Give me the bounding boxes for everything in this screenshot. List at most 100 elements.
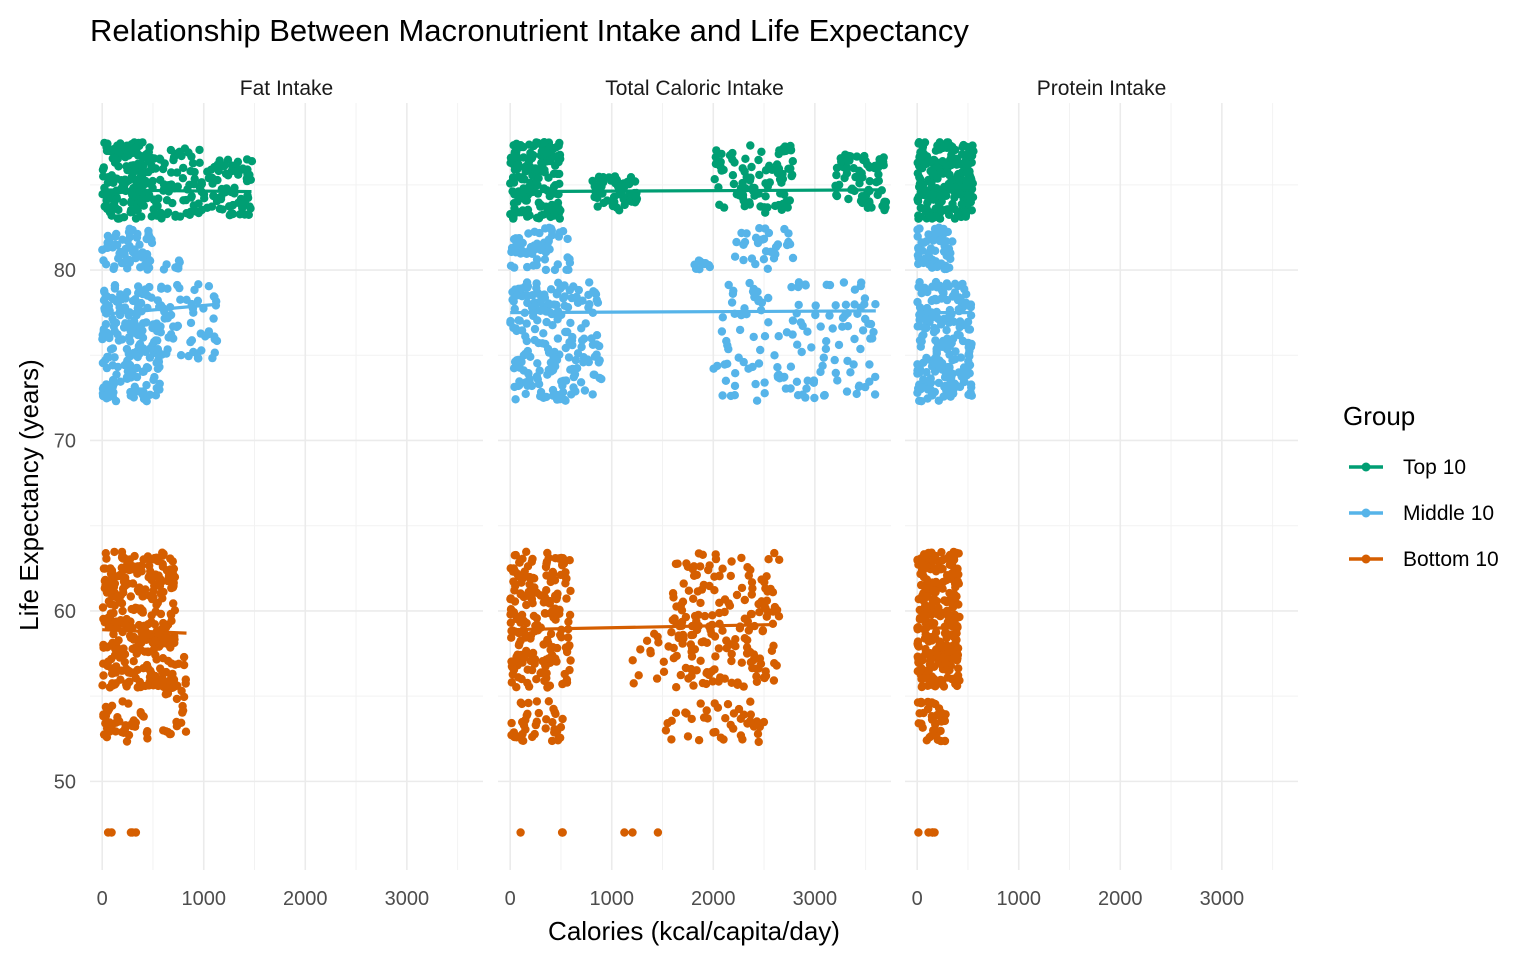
- series-group: [913, 223, 976, 406]
- data-point: [125, 258, 134, 267]
- data-point: [830, 355, 839, 365]
- data-point: [938, 564, 947, 573]
- data-point: [682, 709, 691, 718]
- data-point: [542, 586, 551, 595]
- data-point: [937, 207, 946, 216]
- data-point: [722, 336, 731, 346]
- data-point: [786, 362, 796, 371]
- data-point: [613, 182, 623, 191]
- data-point: [857, 169, 866, 178]
- series-group: [98, 547, 191, 837]
- data-point: [955, 323, 964, 332]
- data-point: [671, 559, 681, 569]
- data-point: [536, 296, 546, 305]
- data-point: [750, 292, 759, 302]
- data-point: [507, 678, 516, 687]
- data-point: [668, 589, 678, 598]
- data-point: [963, 300, 972, 309]
- data-point: [783, 203, 792, 212]
- data-point: [730, 158, 739, 167]
- data-point: [652, 674, 662, 683]
- data-point: [555, 138, 564, 148]
- data-point: [771, 201, 780, 211]
- data-point: [803, 327, 812, 336]
- data-point: [939, 392, 948, 401]
- data-point: [99, 614, 108, 624]
- x-tick-label: 0: [97, 888, 108, 910]
- data-point: [113, 240, 122, 250]
- data-point: [536, 392, 545, 401]
- data-point: [131, 603, 140, 612]
- data-point: [134, 150, 143, 160]
- data-point: [527, 303, 537, 312]
- data-point: [788, 157, 797, 166]
- data-point: [705, 262, 714, 272]
- data-point: [536, 245, 545, 255]
- data-point: [699, 580, 708, 590]
- data-point: [709, 728, 718, 737]
- data-point: [958, 279, 967, 289]
- data-point: [749, 332, 758, 342]
- data-point: [103, 243, 112, 252]
- data-point: [580, 386, 590, 395]
- data-point: [122, 737, 132, 746]
- data-point: [926, 374, 935, 383]
- data-point: [166, 310, 176, 320]
- data-point: [159, 265, 169, 274]
- data-point: [152, 600, 161, 610]
- data-point: [125, 555, 135, 564]
- data-point: [869, 327, 878, 337]
- data-point: [105, 332, 114, 341]
- data-point: [554, 278, 563, 287]
- data-point: [672, 651, 681, 661]
- data-point: [620, 828, 629, 837]
- data-point: [630, 177, 640, 186]
- data-point: [918, 681, 927, 691]
- data-point: [553, 334, 563, 343]
- data-point: [941, 659, 950, 668]
- data-point: [854, 382, 864, 391]
- x-tick-label: 2000: [691, 888, 736, 910]
- data-point: [779, 373, 788, 382]
- data-point: [914, 282, 923, 292]
- data-point: [99, 710, 108, 719]
- data-point: [556, 723, 566, 732]
- data-point: [122, 614, 131, 624]
- data-point: [793, 340, 802, 349]
- data-point: [961, 208, 971, 218]
- data-point: [186, 318, 196, 328]
- data-point: [544, 654, 553, 663]
- data-point: [110, 154, 120, 164]
- data-point: [512, 733, 521, 742]
- data-point: [821, 344, 831, 354]
- data-point: [506, 594, 515, 603]
- data-point: [727, 678, 736, 687]
- data-point: [568, 332, 577, 342]
- data-point: [554, 158, 563, 167]
- data-point: [786, 384, 795, 393]
- data-point: [786, 164, 795, 173]
- data-point: [794, 300, 803, 310]
- data-point: [866, 319, 876, 329]
- data-point: [585, 278, 594, 287]
- data-point: [515, 363, 524, 372]
- data-point: [730, 252, 740, 261]
- data-point: [744, 626, 753, 635]
- data-point: [184, 148, 193, 157]
- data-point: [132, 233, 142, 242]
- legend-title: Group: [1343, 401, 1415, 431]
- data-point: [881, 197, 891, 207]
- data-point: [179, 692, 189, 702]
- data-point: [593, 202, 602, 211]
- data-point: [721, 376, 731, 385]
- data-point: [134, 341, 144, 351]
- data-point: [167, 616, 176, 626]
- data-point: [929, 556, 938, 565]
- data-point: [172, 168, 182, 177]
- data-point: [103, 352, 112, 362]
- data-point: [224, 202, 234, 211]
- data-point: [522, 336, 531, 346]
- data-point: [740, 614, 749, 623]
- data-point: [778, 169, 787, 179]
- data-point: [865, 177, 874, 186]
